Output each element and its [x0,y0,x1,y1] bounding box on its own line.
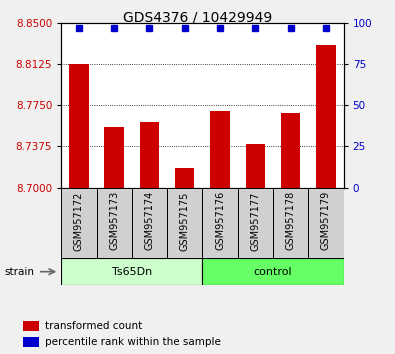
Bar [238,188,273,258]
Bar [281,113,301,188]
Bar [316,45,336,188]
Text: GSM957175: GSM957175 [180,191,190,251]
Text: GSM957177: GSM957177 [250,191,260,251]
Bar [69,64,88,188]
Text: control: control [254,267,292,277]
Text: transformed count: transformed count [45,321,142,331]
Bar [308,188,344,258]
Text: GSM957173: GSM957173 [109,191,119,250]
Bar [23,321,40,331]
Text: GSM957176: GSM957176 [215,191,225,250]
Bar [175,168,194,188]
Bar [96,188,132,258]
Bar [167,188,202,258]
Text: GSM957172: GSM957172 [74,191,84,251]
Bar [273,188,308,258]
Text: percentile rank within the sample: percentile rank within the sample [45,337,220,347]
Bar [211,111,230,188]
Bar [61,188,96,258]
Bar [202,188,238,258]
Bar [23,337,40,347]
Bar [140,122,159,188]
Bar [246,144,265,188]
Text: GDS4376 / 10429949: GDS4376 / 10429949 [123,11,272,25]
Bar [202,258,344,285]
Bar [104,127,124,188]
Text: GSM957179: GSM957179 [321,191,331,250]
Text: Ts65Dn: Ts65Dn [112,267,152,277]
Text: GSM957174: GSM957174 [145,191,154,250]
Bar [132,188,167,258]
Bar [61,258,202,285]
Text: strain: strain [4,267,34,277]
Text: GSM957178: GSM957178 [286,191,296,250]
